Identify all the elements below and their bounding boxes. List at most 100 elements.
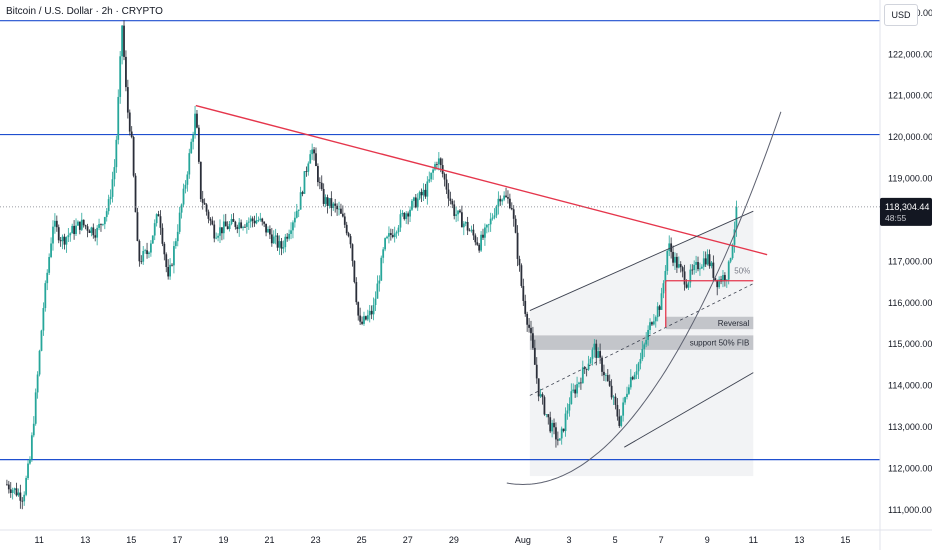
candle-body xyxy=(541,394,544,398)
candle-body xyxy=(432,169,434,173)
candle-body xyxy=(11,490,14,493)
time-tick-label: 13 xyxy=(794,535,804,545)
candle-body xyxy=(343,216,346,225)
candle-body xyxy=(445,179,448,190)
candle-body xyxy=(388,233,390,237)
candle-body xyxy=(716,279,719,288)
time-tick-label: 29 xyxy=(449,535,459,545)
candle-body xyxy=(407,213,410,217)
candle-body xyxy=(733,229,736,245)
candle-body xyxy=(664,270,667,284)
candle-body xyxy=(466,222,469,231)
price-tick-label: 112,000.00 xyxy=(888,463,932,473)
candle-body xyxy=(21,500,24,502)
price-tick-label: 119,000.00 xyxy=(888,174,932,184)
candle-body xyxy=(422,189,425,196)
candle-body xyxy=(539,394,542,397)
candle-body xyxy=(478,244,481,251)
candle-body xyxy=(593,343,596,350)
candle-body xyxy=(489,218,492,225)
candle-body xyxy=(222,221,225,234)
candle-body xyxy=(414,197,417,208)
candle-body xyxy=(462,223,465,228)
candle-body xyxy=(36,374,39,393)
candle-body xyxy=(533,347,536,365)
candle-body xyxy=(142,250,145,262)
candle-body xyxy=(307,163,310,172)
candle-body xyxy=(391,235,394,237)
candle-body xyxy=(524,300,527,314)
candle-body xyxy=(98,224,100,228)
candle-body xyxy=(637,363,640,372)
candle-body xyxy=(430,172,433,180)
candle-body xyxy=(96,227,99,238)
price-tick-label: 114,000.00 xyxy=(888,381,932,391)
candle-body xyxy=(485,224,488,228)
candle-body xyxy=(236,226,239,230)
candle-body xyxy=(75,225,77,235)
candle-body xyxy=(401,213,404,215)
candle-body xyxy=(326,197,329,206)
candle-body xyxy=(270,234,273,244)
candle-body xyxy=(526,313,529,325)
time-tick-label: 19 xyxy=(218,535,228,545)
candle-body xyxy=(67,235,70,238)
candle-body xyxy=(19,492,22,501)
candle-body xyxy=(148,252,150,255)
candle-body xyxy=(681,267,684,272)
candle-body xyxy=(46,272,49,284)
candle-body xyxy=(82,219,85,226)
candle-body xyxy=(320,182,323,189)
currency-button[interactable]: USD xyxy=(884,4,918,26)
candle-body xyxy=(729,258,732,262)
candle-body xyxy=(674,256,676,263)
candle-body xyxy=(332,203,335,209)
candle-body xyxy=(418,191,421,199)
candle-body xyxy=(426,181,429,197)
candle-body xyxy=(718,279,721,288)
candle-body xyxy=(578,382,580,385)
candle-body xyxy=(128,112,131,132)
candle-body xyxy=(125,56,127,88)
candle-body xyxy=(614,396,617,405)
candle-body xyxy=(207,211,210,219)
channel-lower-line xyxy=(624,372,754,448)
candle-body xyxy=(420,191,423,196)
candle-body xyxy=(322,188,325,204)
candle-body xyxy=(217,235,219,238)
candle-body xyxy=(628,387,630,394)
candle-body xyxy=(677,264,680,268)
candle-body xyxy=(282,247,285,249)
candle-body xyxy=(455,214,458,216)
candle-body xyxy=(395,232,398,234)
candle-body xyxy=(364,316,367,320)
candle-body xyxy=(301,192,304,194)
candle-body xyxy=(631,377,634,380)
price-tick-label: 113,000.00 xyxy=(888,422,932,432)
candle-body xyxy=(501,199,504,202)
candle-body xyxy=(278,241,281,248)
candle-body xyxy=(140,261,143,263)
candle-body xyxy=(652,321,655,325)
candle-body xyxy=(366,315,369,320)
candle-body xyxy=(263,221,266,224)
candle-body xyxy=(522,285,525,301)
candle-body xyxy=(276,235,279,248)
candle-body xyxy=(48,257,51,273)
candle-body xyxy=(493,215,496,218)
candle-body xyxy=(240,222,243,228)
candle-body xyxy=(242,226,244,228)
candle-body xyxy=(230,219,233,225)
candle-body xyxy=(689,269,692,283)
candle-body xyxy=(324,197,327,204)
candle-body xyxy=(537,378,540,397)
candle-body xyxy=(411,200,413,210)
candle-body xyxy=(90,227,93,233)
candle-body xyxy=(460,212,463,228)
candle-body xyxy=(570,391,573,405)
price-tick-label: 121,000.00 xyxy=(888,91,932,101)
candle-body xyxy=(73,225,76,235)
candle-body xyxy=(380,257,383,281)
